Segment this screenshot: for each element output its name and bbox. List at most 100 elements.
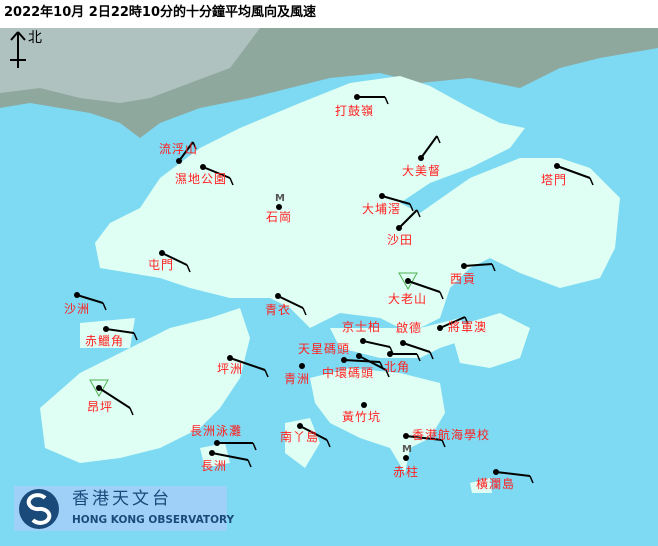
station-label: 大老山 <box>388 292 428 306</box>
station-marker <box>418 135 441 161</box>
station-label: 大埔滘 <box>362 202 402 216</box>
wind-barb-icon <box>407 280 441 293</box>
station-label: 南丫島 <box>280 430 320 444</box>
station-marker <box>227 355 269 378</box>
lamma-island <box>285 418 320 468</box>
hong-kong-island <box>310 368 445 473</box>
station-label: 青衣 <box>265 303 292 317</box>
logo-english: HONG KONG OBSERVATORY <box>72 514 235 526</box>
wind-barb-icon <box>105 328 135 334</box>
station-dot <box>354 94 360 100</box>
station-marker <box>341 357 384 370</box>
wind-barb-icon <box>463 263 493 267</box>
wind-barb-icon <box>161 252 188 266</box>
station-marker <box>400 340 434 360</box>
station-label: 沙田 <box>387 233 414 247</box>
station-dot <box>554 163 560 169</box>
station-dot <box>461 263 467 269</box>
station-marker <box>159 250 191 273</box>
station-marker <box>493 469 534 484</box>
wind-barb-feather <box>589 177 594 186</box>
wind-barb-icon <box>381 195 411 205</box>
wind-barb-feather <box>302 307 307 316</box>
station-dot <box>361 402 367 408</box>
station-dot <box>214 440 220 446</box>
cheung-chau <box>200 443 230 468</box>
station-label: 京士柏 <box>342 320 382 334</box>
station-marker <box>360 338 394 355</box>
wind-barb-feather <box>192 141 197 150</box>
wind-barb-feather <box>439 291 444 300</box>
wind-barb-feather <box>264 369 269 378</box>
hko-logo: 香港天文台 HONG KONG OBSERVATORY <box>14 486 234 531</box>
station-marker <box>297 423 331 448</box>
station-dot <box>400 340 406 346</box>
station-marker <box>299 363 305 369</box>
station-marker <box>275 293 307 316</box>
wind-barb-feather <box>441 439 446 448</box>
station-dot <box>403 433 409 439</box>
logo-chinese: 香港天文台 <box>72 489 172 509</box>
station-label: 塔門 <box>541 173 568 187</box>
wind-barb-feather <box>102 302 107 311</box>
wind-barb-feather <box>491 263 496 272</box>
station-label: 北角 <box>384 360 411 374</box>
station-dot <box>405 278 411 284</box>
station-dot <box>341 357 347 363</box>
station-dot <box>209 450 215 456</box>
station-label: 昂坪 <box>87 400 114 414</box>
lantau-island <box>40 308 250 463</box>
wind-barb-feather <box>247 459 252 468</box>
station-dot <box>418 155 424 161</box>
station-label: 黃竹坑 <box>342 410 382 424</box>
wind-barb-icon <box>229 357 266 371</box>
station-dot <box>276 204 282 210</box>
station-label: 長洲 <box>201 459 228 473</box>
station-marker <box>554 163 594 186</box>
station-dot <box>103 326 109 332</box>
wind-barb-feather <box>326 439 331 448</box>
station-dot <box>176 158 182 164</box>
m-marker-icon: M <box>275 193 285 204</box>
wind-barb-feather <box>186 264 191 273</box>
waglan-island <box>470 478 492 493</box>
station-label: 青洲 <box>284 372 311 386</box>
station-marker <box>398 272 444 300</box>
station-marker <box>361 402 367 408</box>
station-label: 流浮山 <box>159 142 199 156</box>
wind-barb-icon <box>299 425 328 441</box>
m-marker-icon: M <box>402 444 412 455</box>
wind-barb-icon <box>211 452 249 461</box>
station-dot <box>74 292 80 298</box>
station-dot <box>360 338 366 344</box>
wind-barb-icon <box>495 471 531 477</box>
wind-barb-feather <box>384 96 389 105</box>
wind-barb-feather <box>133 332 138 341</box>
station-dot <box>396 225 402 231</box>
wind-barb-feather <box>416 353 421 362</box>
north-label: 北 <box>28 30 42 46</box>
wind-barb-icon <box>202 166 231 179</box>
station-dot <box>437 325 443 331</box>
mainland-china-light <box>0 28 260 103</box>
wind-barb-feather <box>529 475 534 484</box>
wind-barb-icon <box>402 342 431 353</box>
wind-barb-icon <box>398 209 418 229</box>
chek-lap-kok <box>80 318 135 348</box>
station-label: 石崗 <box>266 210 293 224</box>
page-title: 2022年10月 2日22時10分的十分鐘平均風向及風速 <box>4 5 317 20</box>
wind-barb-feather <box>379 361 384 370</box>
station-marker <box>176 141 197 164</box>
station-label: 濕地公園 <box>175 172 228 186</box>
wind-barb-icon <box>76 294 104 304</box>
wind-barb-feather <box>464 316 469 325</box>
wind-barb-icon <box>98 387 131 409</box>
wind-barb-feather <box>416 209 421 218</box>
station-marker <box>403 433 446 448</box>
station-label: 長洲泳灘 <box>190 424 243 438</box>
station-dot <box>297 423 303 429</box>
new-territories <box>95 76 620 328</box>
station-marker <box>356 353 390 378</box>
station-label: 天星碼頭 <box>298 342 351 356</box>
station-label: 大美督 <box>402 164 442 178</box>
